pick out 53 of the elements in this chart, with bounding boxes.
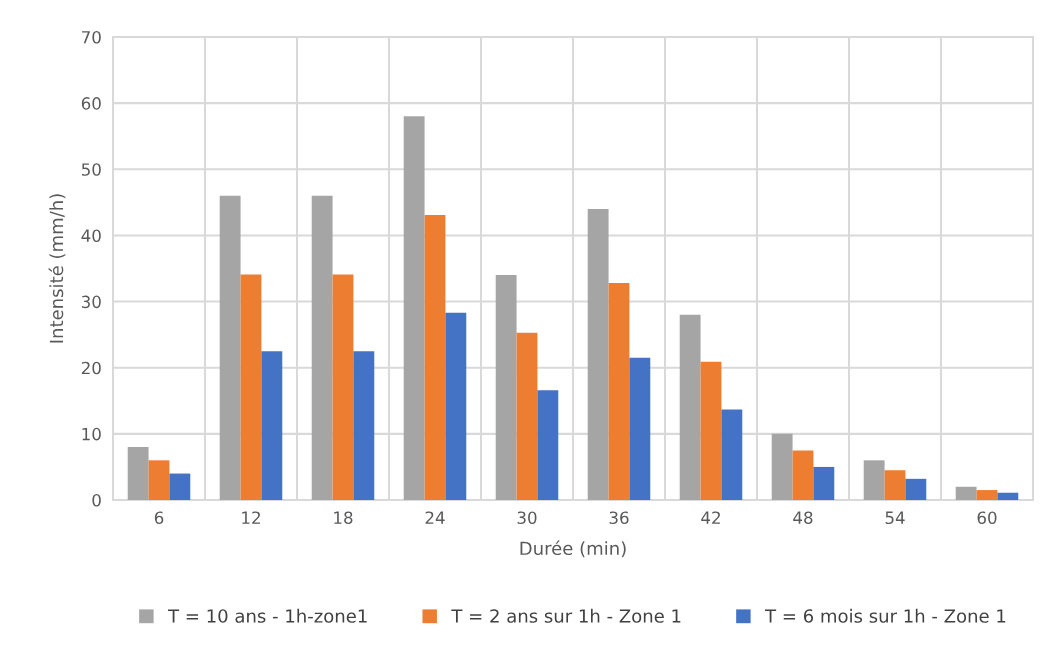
legend-label: T = 6 mois sur 1h - Zone 1	[765, 608, 1006, 623]
bar	[700, 361, 722, 500]
bar	[792, 450, 814, 500]
bar	[332, 274, 354, 500]
bar	[240, 274, 262, 500]
y-tick-label: 0	[92, 493, 101, 507]
bar	[311, 195, 333, 500]
legend-label: T = 2 ans sur 1h - Zone 1	[451, 608, 681, 623]
bar	[679, 314, 701, 500]
bar	[445, 312, 467, 500]
x-tick-label: 30	[517, 511, 537, 525]
bar	[353, 351, 375, 500]
y-tick-label: 10	[82, 427, 101, 441]
x-axis-title: Durée (min)	[520, 540, 626, 558]
y-axis-title: Intensité (mm/h)	[48, 194, 66, 343]
y-tick-label: 40	[81, 229, 101, 242]
bar	[955, 486, 977, 500]
bar	[127, 447, 149, 500]
bar	[537, 390, 559, 500]
bar	[976, 490, 998, 500]
bar	[587, 208, 609, 500]
legend-label: T = 10 ans - 1h-zone1	[168, 608, 367, 623]
y-tick-label: 20	[81, 361, 101, 375]
bar	[863, 460, 885, 500]
x-tick-label: 60	[977, 511, 997, 525]
y-tick-label: 70	[82, 30, 101, 44]
bar	[148, 460, 170, 500]
x-tick-label: 54	[885, 511, 905, 525]
bar	[261, 351, 283, 500]
bar	[721, 409, 743, 500]
y-tick-label: 50	[81, 163, 101, 176]
x-tick-label: 42	[701, 511, 720, 524]
bar	[905, 478, 927, 500]
x-tick-label: 36	[609, 511, 629, 525]
bar	[629, 357, 651, 500]
x-tick-label: 6	[154, 511, 164, 525]
x-tick-label: 12	[242, 511, 260, 524]
y-tick-label: 60	[81, 97, 101, 110]
y-tick-label: 30	[81, 295, 101, 309]
bar	[771, 433, 793, 500]
bar	[169, 473, 191, 500]
x-tick-label: 48	[793, 511, 813, 525]
bar	[884, 470, 906, 500]
bar	[516, 332, 538, 500]
bar	[997, 492, 1019, 500]
bar	[424, 214, 446, 500]
bar	[495, 275, 517, 500]
bar	[219, 195, 241, 500]
bar	[608, 283, 630, 500]
bar	[403, 116, 425, 500]
x-tick-label: 18	[334, 511, 353, 525]
x-tick-label: 24	[425, 511, 445, 524]
bar	[813, 466, 835, 500]
